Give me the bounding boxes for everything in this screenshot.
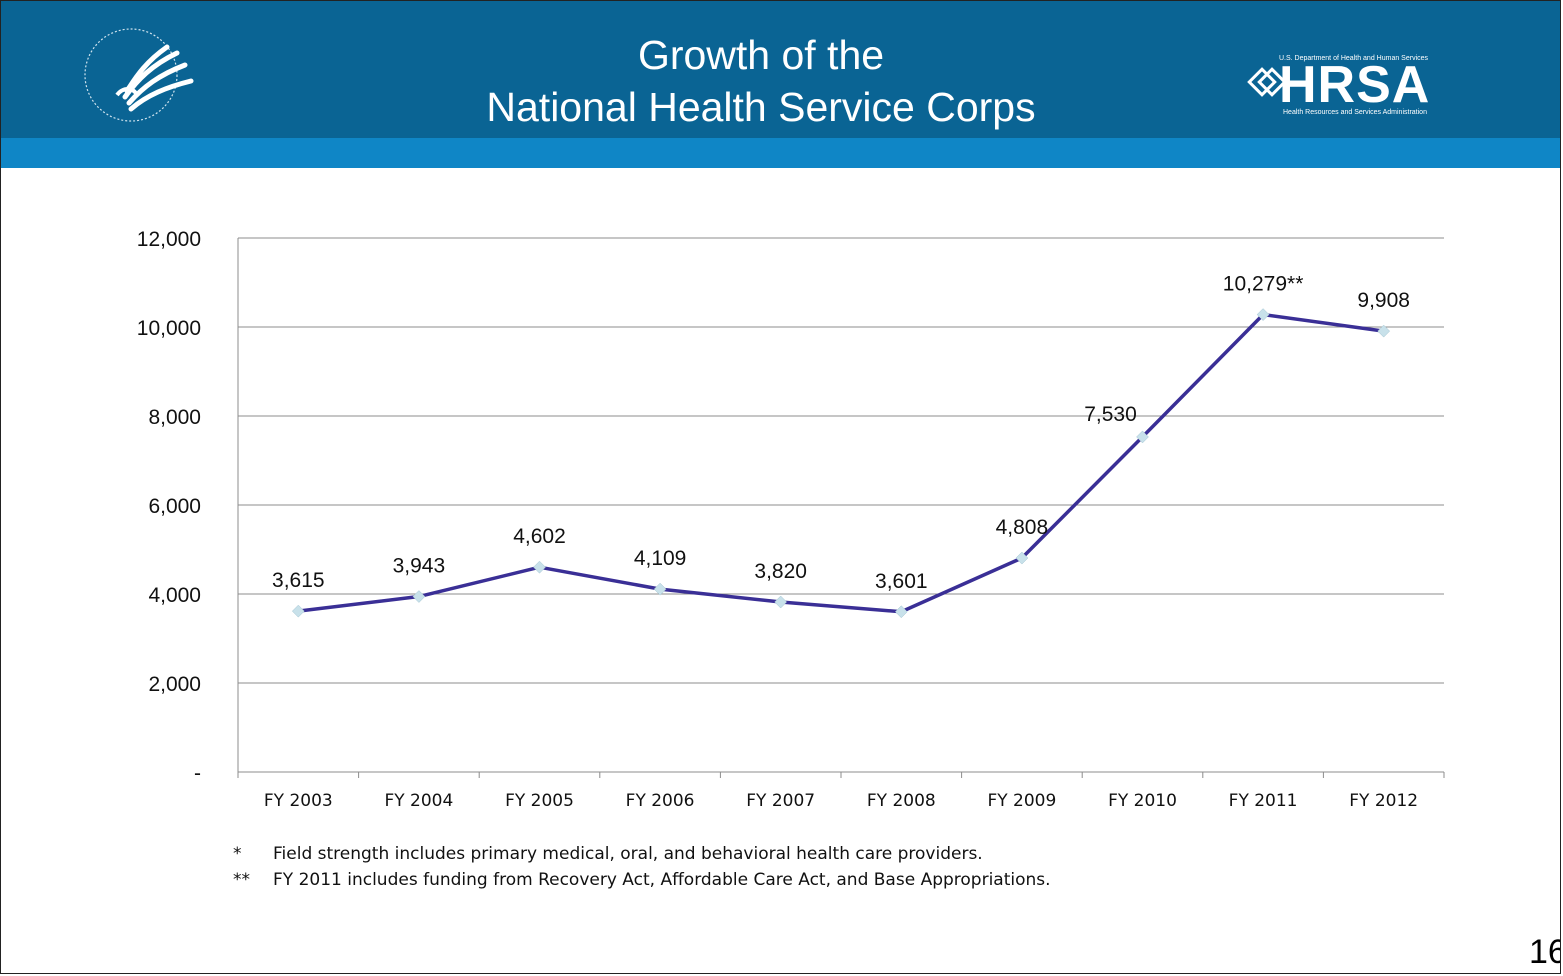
data-label: 3,601 — [875, 570, 928, 593]
title-line-2: National Health Service Corps — [486, 84, 1036, 130]
header-stripe — [1, 138, 1560, 168]
data-label: 3,615 — [272, 569, 325, 592]
hhs-seal-logo — [84, 28, 194, 122]
data-label: 7,530 — [1084, 403, 1137, 426]
title-line-1: Growth of the — [637, 32, 885, 78]
x-tick-label: FY 2006 — [626, 791, 695, 811]
data-label: 3,943 — [393, 555, 446, 578]
y-tick-label: 4,000 — [148, 584, 201, 607]
x-tick-label: FY 2012 — [1349, 791, 1418, 811]
hrsa-wordmark: HRSA — [1279, 56, 1431, 114]
data-label: 4,808 — [996, 516, 1049, 539]
page-title: Growth of the National Health Service Co… — [301, 29, 1221, 133]
x-tick-label: FY 2009 — [987, 791, 1056, 811]
data-point — [1015, 551, 1029, 565]
data-point — [1256, 308, 1270, 321]
y-tick-label: 10,000 — [137, 317, 201, 340]
data-label: 3,820 — [754, 560, 807, 583]
data-label: 9,908 — [1357, 289, 1410, 312]
series-line — [298, 312, 1384, 614]
footnote-1-mark: * — [233, 844, 242, 864]
footnote-1-text: Field strength includes primary medical,… — [273, 844, 983, 864]
hrsa-subtitle-text: Health Resources and Services Administra… — [1283, 109, 1427, 116]
data-point — [653, 582, 667, 596]
x-tick-label: FY 2005 — [505, 791, 574, 811]
y-tick-label: 6,000 — [148, 495, 201, 518]
footnote-2-mark: ** — [233, 870, 250, 890]
footnote-2: ** FY 2011 includes funding from Recover… — [233, 867, 1051, 893]
x-tick-label: FY 2011 — [1229, 791, 1298, 811]
data-point — [533, 560, 546, 574]
hrsa-emblem-icon — [1247, 67, 1287, 97]
footnotes: * Field strength includes primary medica… — [233, 841, 1051, 893]
x-tick-label: FY 2010 — [1108, 791, 1177, 811]
y-tick-label: 12,000 — [137, 228, 201, 251]
data-label: 4,109 — [634, 547, 687, 570]
data-point — [412, 590, 426, 603]
page-number: 16 — [1529, 933, 1560, 971]
y-tick-label: 2,000 — [148, 673, 201, 696]
x-tick-label: FY 2008 — [867, 791, 936, 811]
y-tick-label: - — [194, 762, 201, 785]
footnote-2-text: FY 2011 includes funding from Recovery A… — [273, 870, 1051, 890]
header-bar — [1, 1, 1560, 138]
data-point — [291, 604, 305, 618]
data-point — [1377, 324, 1391, 338]
footnote-1: * Field strength includes primary medica… — [233, 841, 1051, 867]
hrsa-department-text: U.S. Department of Health and Human Serv… — [1279, 55, 1429, 62]
data-label: 10,279** — [1223, 273, 1304, 296]
data-point — [1136, 430, 1149, 444]
x-tick-label: FY 2007 — [746, 791, 815, 811]
x-tick-label: FY 2004 — [384, 791, 453, 811]
data-point — [894, 605, 908, 619]
y-tick-label: 8,000 — [148, 406, 201, 429]
x-tick-label: FY 2003 — [264, 791, 333, 811]
data-label: 4,602 — [513, 525, 566, 548]
data-point — [774, 595, 788, 609]
